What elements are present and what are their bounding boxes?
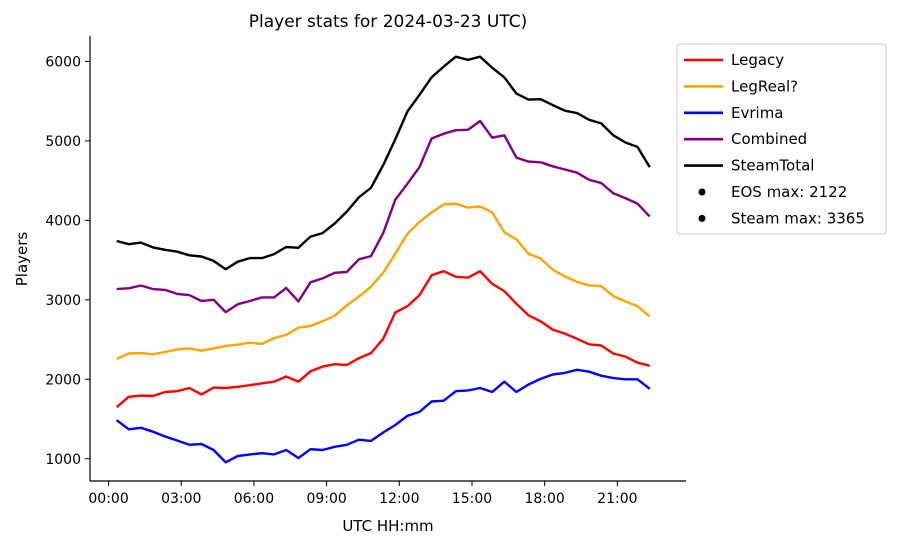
y-axis-label: Players: [13, 232, 31, 287]
y-tick-label: 5000: [45, 134, 81, 150]
x-tick-label: 06:00: [234, 491, 274, 507]
y-tick-label: 1000: [45, 452, 81, 468]
legend-box: [676, 43, 887, 235]
x-tick-label: 03:00: [161, 491, 201, 507]
legend-label: SteamTotal: [731, 157, 814, 175]
x-tick-label: 00:00: [88, 491, 128, 507]
y-ticks: 1000 2000 3000 4000 5000 6000: [45, 54, 90, 468]
series-line-combined: [116, 119, 651, 314]
chart-title: Player stats for 2024-03-23 UTC): [249, 12, 527, 32]
legend-label: Combined: [731, 130, 807, 148]
legend-marker: [698, 214, 706, 222]
y-tick-label: 4000: [45, 213, 81, 229]
series-line-steamtotal: [116, 55, 651, 271]
x-ticks: 00:00 03:00 06:00 09:00 12:00 15:00 18:00 21:00: [88, 481, 638, 507]
legend-label: Legacy: [731, 51, 784, 69]
legend-marker: [698, 188, 706, 196]
legend-label: Evrima: [731, 104, 784, 122]
legend-label: EOS max: 2122: [731, 183, 847, 201]
series-line-evrima: [115, 368, 651, 464]
x-tick-label: 15:00: [452, 491, 492, 507]
y-tick-label: 2000: [45, 372, 81, 388]
x-axis-label: UTC HH:mm: [342, 517, 433, 535]
x-tick-label: 18:00: [524, 491, 564, 507]
x-tick-label: 09:00: [306, 491, 346, 507]
x-tick-label: 12:00: [379, 491, 419, 507]
x-tick-label: 21:00: [597, 491, 637, 507]
series-lines: [115, 55, 651, 464]
series-line-legreal: [116, 202, 651, 361]
y-tick-label: 3000: [45, 293, 81, 309]
plot-area: 00:00 03:00 06:00 09:00 12:00 15:00 18:00 21:00…: [45, 36, 686, 507]
series-line-legacy: [115, 270, 651, 409]
y-tick-label: 6000: [45, 54, 81, 70]
legend-label: LegReal?: [731, 77, 798, 95]
legend: Legacy LegReal? Evrima Combined SteamTotal EO…: [676, 43, 887, 235]
legend-label: Steam max: 3365: [731, 209, 865, 227]
